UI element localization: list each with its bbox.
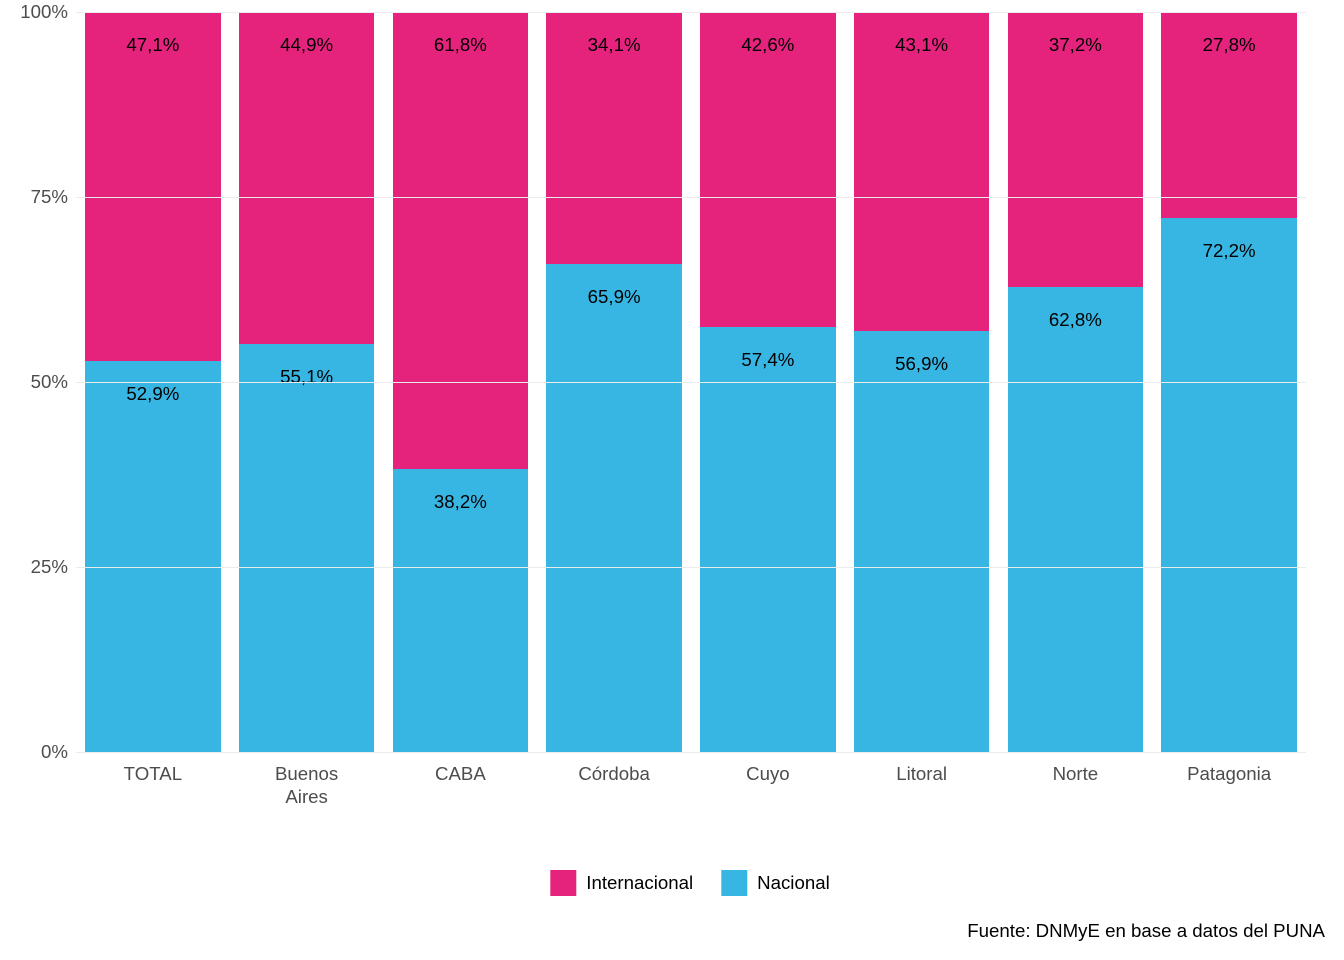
x-tick-label: CABA <box>435 752 486 785</box>
bar-value-label: 42,6% <box>741 34 794 56</box>
bar-segment-internacional: 37,2% <box>1008 12 1143 287</box>
bar-segment-nacional: 52,9% <box>85 361 220 752</box>
x-tick-label: Buenos Aires <box>275 752 338 809</box>
bar-segment-nacional: 56,9% <box>854 331 989 752</box>
grid-line <box>76 197 1306 198</box>
bar-value-label: 44,9% <box>280 34 333 56</box>
bar-segment-internacional: 27,8% <box>1161 12 1296 218</box>
bar-value-label: 52,9% <box>126 383 179 405</box>
bar-segment-internacional: 61,8% <box>393 12 528 469</box>
bar-segment-nacional: 72,2% <box>1161 218 1296 752</box>
x-tick-label: Cuyo <box>746 752 790 785</box>
y-tick-label: 75% <box>31 186 76 208</box>
bar-segment-internacional: 34,1% <box>546 12 681 264</box>
bar-value-label: 43,1% <box>895 34 948 56</box>
stacked-bar-chart: 52,9% 47,1% TOTAL 55,1% 44,9% Buenos Aires 38,… <box>0 0 1344 960</box>
grid-line <box>76 12 1306 13</box>
y-tick-label: 25% <box>31 556 76 578</box>
bar-segment-internacional: 47,1% <box>85 12 220 361</box>
bar-value-label: 72,2% <box>1203 240 1256 262</box>
y-tick-label: 0% <box>41 741 76 763</box>
bar-segment-nacional: 55,1% <box>239 344 374 752</box>
legend-item-internacional: Internacional <box>550 870 693 896</box>
bar-segment-internacional: 43,1% <box>854 12 989 331</box>
y-tick-label: 50% <box>31 371 76 393</box>
bar-value-label: 62,8% <box>1049 309 1102 331</box>
bar-segment-nacional: 38,2% <box>393 469 528 752</box>
bar-value-label: 55,1% <box>280 366 333 388</box>
x-tick-label: Litoral <box>896 752 947 785</box>
bar-segment-nacional: 62,8% <box>1008 287 1143 752</box>
legend-item-nacional: Nacional <box>721 870 830 896</box>
source-note: Fuente: DNMyE en base a datos del PUNA <box>967 920 1325 942</box>
bar-value-label: 56,9% <box>895 353 948 375</box>
bar-segment-nacional: 57,4% <box>700 327 835 752</box>
bar-segment-nacional: 65,9% <box>546 264 681 752</box>
x-tick-label: Norte <box>1053 752 1099 785</box>
bar-value-label: 27,8% <box>1203 34 1256 56</box>
x-tick-label: Córdoba <box>578 752 650 785</box>
legend-swatch <box>721 870 747 896</box>
bar-value-label: 61,8% <box>434 34 487 56</box>
x-tick-label: Patagonia <box>1187 752 1271 785</box>
grid-line <box>76 752 1306 753</box>
bar-segment-internacional: 44,9% <box>239 12 374 344</box>
bar-value-label: 47,1% <box>126 34 179 56</box>
bar-value-label: 37,2% <box>1049 34 1102 56</box>
legend-label: Internacional <box>586 872 693 894</box>
plot-area: 52,9%47,1%TOTAL55,1%44,9%Buenos Aires38,… <box>76 12 1306 752</box>
y-tick-label: 100% <box>20 1 76 23</box>
x-tick-label: TOTAL <box>124 752 182 785</box>
bar-value-label: 34,1% <box>588 34 641 56</box>
bar-segment-internacional: 42,6% <box>700 12 835 327</box>
legend: Internacional Nacional <box>550 870 829 896</box>
grid-line <box>76 382 1306 383</box>
bar-value-label: 57,4% <box>741 349 794 371</box>
legend-swatch <box>550 870 576 896</box>
bar-value-label: 38,2% <box>434 491 487 513</box>
grid-line <box>76 567 1306 568</box>
legend-label: Nacional <box>757 872 830 894</box>
bar-value-label: 65,9% <box>588 286 641 308</box>
